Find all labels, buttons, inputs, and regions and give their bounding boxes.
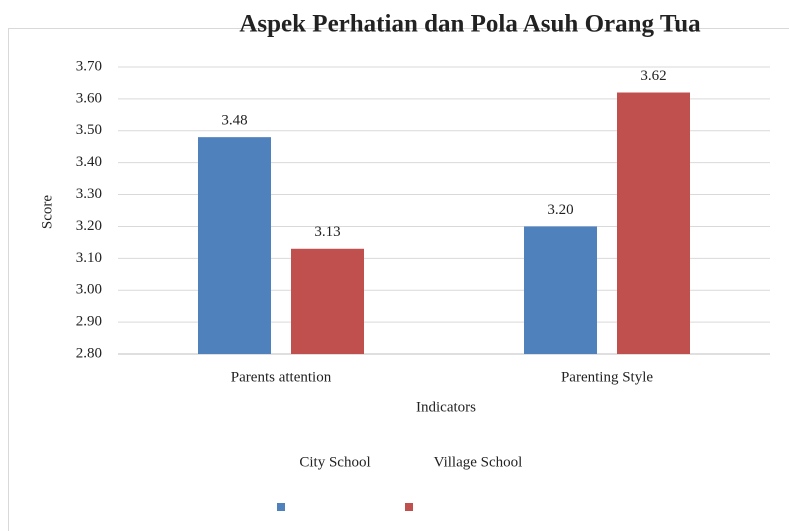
legend-label: City School <box>299 454 370 470</box>
x-tick-label: Parenting Style <box>561 369 653 385</box>
y-tick-label: 3.50 <box>76 122 102 138</box>
data-label: 3.62 <box>640 68 666 84</box>
y-tick-label: 2.80 <box>76 345 102 361</box>
x-axis-label: Indicators <box>416 399 476 415</box>
legend-swatch <box>405 503 413 511</box>
y-tick-label: 3.60 <box>76 90 102 106</box>
bar <box>617 92 690 354</box>
bar <box>524 226 597 354</box>
y-tick-label: 3.40 <box>76 154 102 170</box>
y-tick-label: 3.70 <box>76 58 102 74</box>
y-tick-label: 3.20 <box>76 218 102 234</box>
y-tick-label: 3.30 <box>76 186 102 202</box>
legend-swatch <box>277 503 285 511</box>
legend-label: Village School <box>434 454 523 470</box>
data-label: 3.48 <box>221 113 247 129</box>
chart-frame <box>8 28 789 531</box>
data-label: 3.20 <box>547 202 573 218</box>
y-axis-label: Score <box>39 195 55 229</box>
data-label: 3.13 <box>314 224 340 240</box>
y-tick-label: 3.00 <box>76 282 102 298</box>
x-tick-label: Parents attention <box>231 369 332 385</box>
bar <box>198 137 271 354</box>
bar <box>291 248 364 354</box>
y-tick-label: 2.90 <box>76 314 102 330</box>
y-tick-label: 3.10 <box>76 250 102 266</box>
chart-title: Aspek Perhatian dan Pola Asuh Orang Tua <box>239 11 701 38</box>
